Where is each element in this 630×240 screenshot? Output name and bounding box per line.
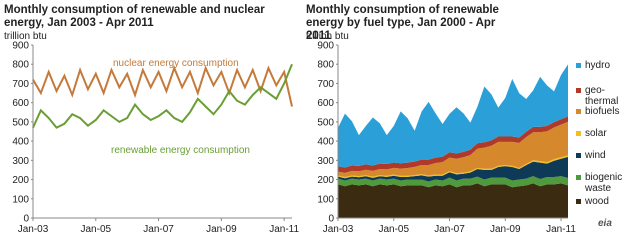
- y-tick-label: 600: [12, 98, 29, 109]
- y-tick-label: 500: [12, 117, 29, 128]
- legend-label: geo- thermal: [585, 85, 619, 107]
- y-tick-label: 500: [317, 117, 334, 128]
- y-tick-label: 700: [317, 79, 334, 90]
- series-label: renewable energy consumption: [111, 145, 250, 156]
- y-tick-label: 300: [12, 156, 29, 167]
- legend-label: wind: [585, 150, 606, 161]
- legend-label: wood: [585, 196, 609, 207]
- x-tick-label: Jan-05: [378, 224, 409, 235]
- y-tick-label: 100: [317, 194, 334, 205]
- legend-swatch: [576, 131, 581, 136]
- x-tick-label: Jan-07: [434, 224, 465, 235]
- x-tick-label: Jan-09: [490, 224, 521, 235]
- y-tick-label: 900: [317, 41, 334, 52]
- y-tick-label: 0: [23, 214, 29, 225]
- y-tick-label: 200: [12, 175, 29, 186]
- y-tick-label: 300: [317, 156, 334, 167]
- area: [338, 155, 568, 179]
- legend-swatch: [576, 175, 581, 180]
- chart-title: Monthly consumption of renewable energy …: [306, 4, 499, 42]
- y-axis-label: trillion btu: [306, 31, 349, 42]
- legend-swatch: [576, 63, 581, 68]
- x-tick-label: Jan-09: [206, 224, 237, 235]
- y-axis-label: trillion btu: [4, 31, 47, 42]
- legend-label: solar: [585, 128, 607, 139]
- legend-label: biofuels: [585, 106, 620, 117]
- x-tick-label: Jan-11: [269, 224, 299, 235]
- y-tick-label: 100: [12, 194, 29, 205]
- x-tick-label: Jan-05: [80, 224, 111, 235]
- area: [338, 64, 568, 168]
- y-tick-label: 700: [12, 79, 29, 90]
- y-tick-label: 800: [317, 60, 334, 71]
- y-tick-label: 400: [317, 137, 334, 148]
- area: [338, 176, 568, 188]
- x-tick-label: Jan-11: [546, 224, 576, 235]
- legend-swatch: [576, 88, 581, 93]
- y-tick-label: 800: [12, 60, 29, 71]
- line: [32, 65, 293, 107]
- y-tick-label: 200: [317, 175, 334, 186]
- legend-swatch: [576, 109, 581, 114]
- area: [338, 156, 568, 182]
- chart-title: Monthly consumption of renewable and nuc…: [4, 4, 265, 29]
- logo: eia: [598, 218, 612, 229]
- area: [338, 183, 568, 218]
- x-tick-label: Jan-07: [143, 224, 174, 235]
- line: [32, 63, 293, 129]
- legend-label: biogenic waste: [585, 172, 623, 194]
- area: [338, 121, 568, 178]
- y-tick-label: 400: [12, 137, 29, 148]
- x-tick-label: Jan-03: [18, 224, 49, 235]
- legend-swatch: [576, 153, 581, 158]
- legend-label: hydro: [585, 60, 611, 71]
- area: [338, 116, 568, 173]
- y-tick-label: 600: [317, 98, 334, 109]
- y-tick-label: 0: [328, 214, 334, 225]
- legend-swatch: [576, 199, 581, 204]
- y-tick-label: 900: [12, 41, 29, 52]
- x-tick-label: Jan-03: [323, 224, 354, 235]
- series-label: nuclear energy consumption: [113, 58, 239, 69]
